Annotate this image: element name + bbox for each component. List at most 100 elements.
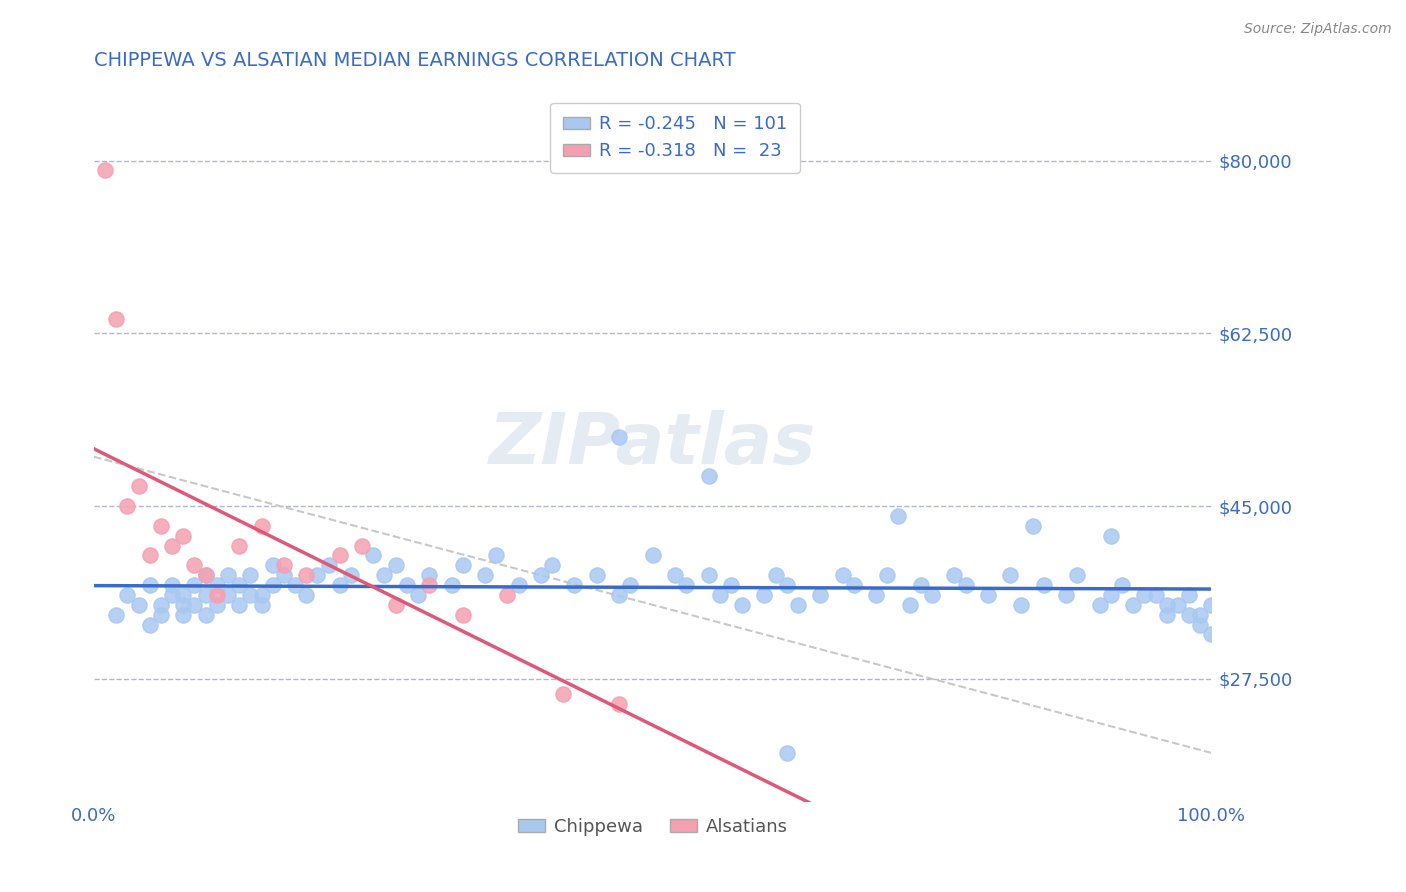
- Point: [754, 588, 776, 602]
- Legend: Chippewa, Alsatians: Chippewa, Alsatians: [510, 811, 794, 843]
- Point: [1021, 519, 1043, 533]
- Point: [361, 549, 384, 563]
- Point: [943, 568, 966, 582]
- Point: [1156, 598, 1178, 612]
- Point: [105, 607, 128, 622]
- Point: [183, 578, 205, 592]
- Point: [194, 568, 217, 582]
- Point: [149, 519, 172, 533]
- Point: [284, 578, 307, 592]
- Point: [160, 539, 183, 553]
- Point: [765, 568, 787, 582]
- Point: [776, 746, 799, 760]
- Point: [139, 549, 162, 563]
- Point: [564, 578, 586, 592]
- Point: [808, 588, 831, 602]
- Point: [160, 578, 183, 592]
- Point: [295, 568, 318, 582]
- Point: [373, 568, 395, 582]
- Point: [697, 469, 720, 483]
- Point: [1201, 598, 1223, 612]
- Point: [384, 558, 406, 573]
- Point: [262, 578, 284, 592]
- Point: [228, 539, 250, 553]
- Point: [474, 568, 496, 582]
- Point: [787, 598, 810, 612]
- Point: [217, 588, 239, 602]
- Point: [675, 578, 697, 592]
- Point: [451, 607, 474, 622]
- Point: [1066, 568, 1088, 582]
- Point: [1000, 568, 1022, 582]
- Point: [117, 588, 139, 602]
- Point: [1178, 588, 1201, 602]
- Point: [418, 578, 440, 592]
- Point: [149, 598, 172, 612]
- Point: [1156, 607, 1178, 622]
- Point: [228, 578, 250, 592]
- Point: [194, 607, 217, 622]
- Point: [384, 598, 406, 612]
- Point: [1189, 617, 1212, 632]
- Point: [329, 578, 352, 592]
- Point: [239, 568, 262, 582]
- Point: [776, 578, 799, 592]
- Point: [149, 607, 172, 622]
- Point: [619, 578, 641, 592]
- Point: [205, 578, 228, 592]
- Point: [607, 588, 630, 602]
- Point: [1111, 578, 1133, 592]
- Point: [172, 607, 194, 622]
- Point: [530, 568, 553, 582]
- Point: [205, 598, 228, 612]
- Point: [273, 568, 295, 582]
- Point: [541, 558, 564, 573]
- Point: [1167, 598, 1189, 612]
- Point: [1201, 627, 1223, 641]
- Point: [485, 549, 508, 563]
- Point: [876, 568, 898, 582]
- Point: [228, 598, 250, 612]
- Point: [172, 529, 194, 543]
- Point: [921, 588, 943, 602]
- Point: [307, 568, 329, 582]
- Point: [1099, 529, 1122, 543]
- Point: [128, 479, 150, 493]
- Point: [194, 568, 217, 582]
- Point: [406, 588, 429, 602]
- Point: [172, 588, 194, 602]
- Point: [1088, 598, 1111, 612]
- Point: [664, 568, 686, 582]
- Point: [217, 568, 239, 582]
- Point: [117, 499, 139, 513]
- Text: CHIPPEWA VS ALSATIAN MEDIAN EARNINGS CORRELATION CHART: CHIPPEWA VS ALSATIAN MEDIAN EARNINGS COR…: [94, 51, 735, 70]
- Point: [842, 578, 865, 592]
- Point: [496, 588, 519, 602]
- Point: [709, 588, 731, 602]
- Point: [955, 578, 977, 592]
- Point: [887, 508, 910, 523]
- Point: [607, 697, 630, 711]
- Point: [910, 578, 932, 592]
- Point: [898, 598, 921, 612]
- Point: [160, 588, 183, 602]
- Point: [440, 578, 463, 592]
- Point: [295, 588, 318, 602]
- Point: [128, 598, 150, 612]
- Point: [553, 687, 575, 701]
- Point: [352, 539, 374, 553]
- Point: [1178, 607, 1201, 622]
- Point: [731, 598, 754, 612]
- Point: [1054, 588, 1077, 602]
- Point: [250, 519, 273, 533]
- Point: [607, 430, 630, 444]
- Point: [139, 578, 162, 592]
- Point: [318, 558, 340, 573]
- Point: [1189, 607, 1212, 622]
- Text: Source: ZipAtlas.com: Source: ZipAtlas.com: [1244, 22, 1392, 37]
- Point: [340, 568, 363, 582]
- Point: [585, 568, 607, 582]
- Point: [239, 588, 262, 602]
- Point: [205, 588, 228, 602]
- Point: [977, 588, 1000, 602]
